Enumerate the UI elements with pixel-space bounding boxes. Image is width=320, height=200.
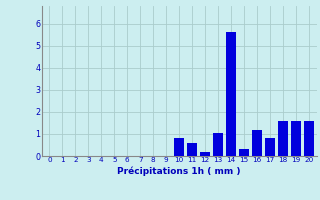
Bar [213, 133, 223, 156]
Bar [239, 149, 249, 156]
Bar [304, 121, 314, 156]
Bar [174, 138, 184, 156]
Bar [291, 121, 301, 156]
Bar [200, 152, 210, 156]
Bar [226, 32, 236, 156]
X-axis label: Précipitations 1h ( mm ): Précipitations 1h ( mm ) [117, 166, 241, 176]
Bar [187, 143, 197, 156]
Bar [265, 138, 275, 156]
Bar [278, 121, 288, 156]
Bar [252, 130, 262, 156]
